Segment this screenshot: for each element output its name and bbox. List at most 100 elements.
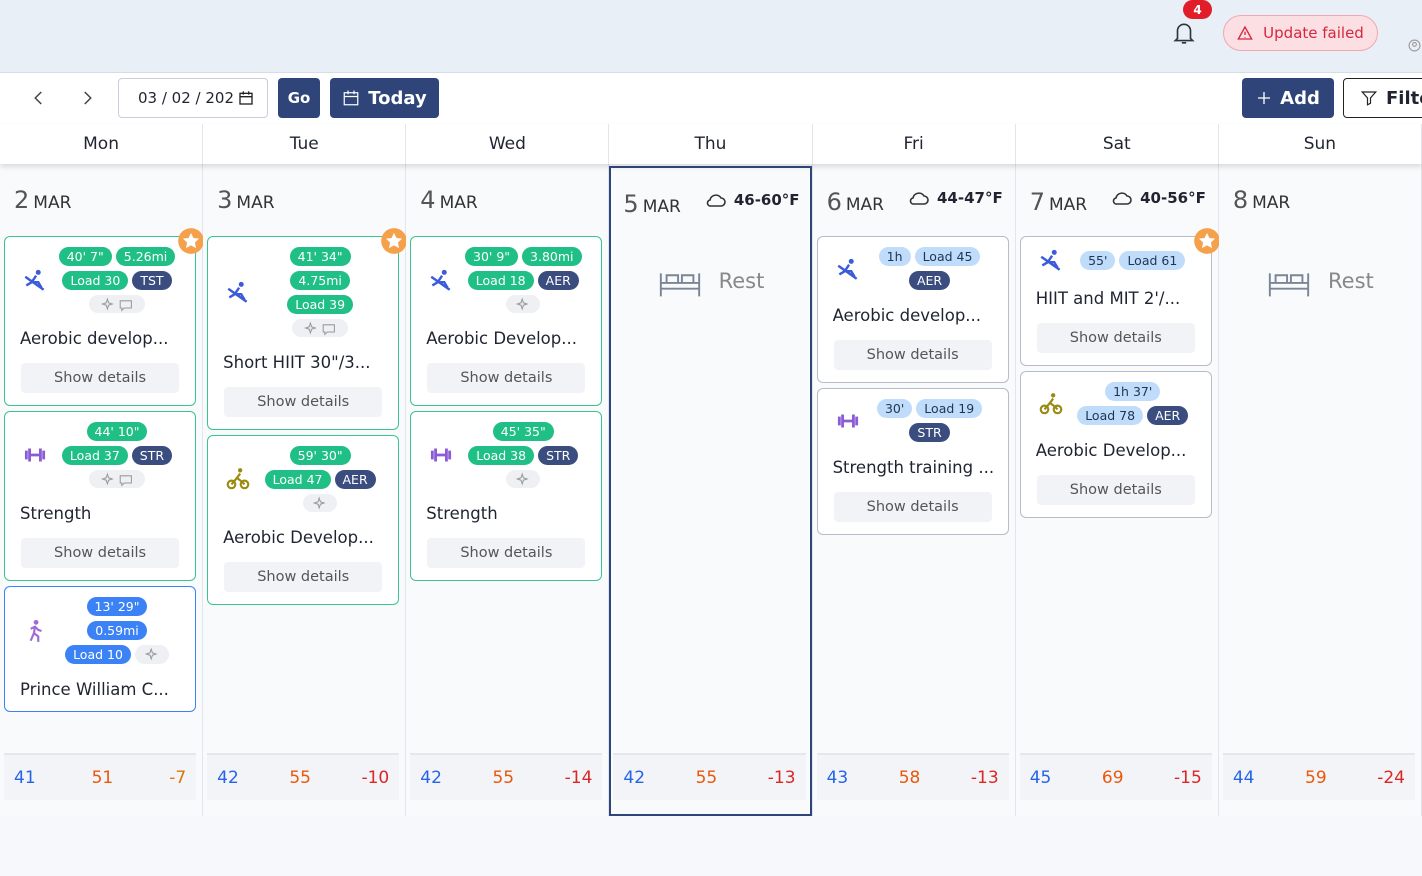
today-text: Today: [368, 87, 427, 109]
day-column: 5 MAR 46-60°F Rest 42 55 -13: [609, 124, 813, 816]
filter-button[interactable]: Filter: [1343, 78, 1422, 118]
next-week[interactable]: [78, 89, 96, 107]
show-details-button[interactable]: Show details: [833, 340, 992, 370]
chips: 40' 7" 5.26mi Load 30 TST: [57, 247, 177, 313]
weather: 44-47°F: [907, 186, 1003, 210]
sport-icon-svg: [24, 269, 45, 291]
workout-card[interactable]: 44' 10" Load 37 STR Strength Show details: [4, 411, 197, 581]
month: MAR: [236, 193, 275, 213]
show-details-button[interactable]: Show details: [1036, 475, 1195, 505]
day-column: 7 MAR 40-56°F 55' Load 61 HIIT and MIT 2'/...…: [1015, 124, 1220, 816]
go-button[interactable]: Go: [278, 78, 320, 118]
day-number: 4: [420, 186, 436, 214]
metric-chip: Load 45: [914, 247, 981, 266]
metric-chip: AER: [1147, 406, 1189, 425]
metric-chip: 59' 30": [289, 446, 351, 465]
workout-list: 1h Load 45 AER Aerobic develop... Show detai…: [816, 236, 1009, 540]
month: MAR: [1252, 193, 1291, 213]
month: MAR: [845, 195, 884, 215]
add-button[interactable]: Add: [1242, 78, 1334, 118]
sport-icon-svg: [227, 281, 248, 303]
show-details-button[interactable]: Show details: [427, 538, 586, 568]
show-details-button[interactable]: Show details: [224, 562, 383, 592]
temperature: 40-56°F: [1140, 189, 1206, 207]
user-icon[interactable]: [1408, 39, 1421, 52]
date-row: 7 MAR 40-56°F: [1030, 186, 1206, 216]
sport-icon-svg: [430, 269, 451, 291]
metric-chip: STR: [909, 423, 950, 442]
workout-card[interactable]: 1h Load 45 AER Aerobic develop... Show detai…: [816, 236, 1009, 383]
day-column: 8 MAR Rest 44 59 -24: [1218, 124, 1422, 816]
card-top: 40' 7" 5.26mi Load 30 TST: [15, 247, 185, 313]
cloud-icon-svg: [706, 194, 726, 207]
cloud-icon: [704, 188, 728, 212]
total-value: 45: [1029, 767, 1052, 788]
workout-card[interactable]: 59' 30" Load 47 AER Aerobic Develop... Show …: [207, 435, 400, 605]
metric-chip: 55': [1080, 250, 1116, 270]
show-details-button[interactable]: Show details: [224, 387, 383, 417]
date-value: 03 / 02 / 202: [138, 89, 234, 107]
metric-chip: Load 38: [468, 446, 535, 465]
show-details-button[interactable]: Show details: [1036, 323, 1195, 353]
workout-card[interactable]: 40' 7" 5.26mi Load 30 TST Aerobic develop...…: [4, 228, 204, 406]
metric-chip: AER: [908, 271, 951, 290]
bell-icon[interactable]: [1171, 20, 1197, 46]
workout-card[interactable]: 41' 34" 4.75mi Load 39 Short HIIT 30"/3... S…: [207, 228, 408, 430]
today-button[interactable]: Today: [330, 78, 439, 118]
workout-title: Strength: [426, 504, 498, 523]
annotation-icons: [100, 472, 132, 487]
sport-icon-svg: [226, 468, 250, 490]
warning-icon: [1237, 25, 1253, 40]
bed-icon: [657, 258, 703, 304]
metric-chip: 30' 9": [465, 247, 519, 266]
workout-card[interactable]: 30' 9" 3.80mi Load 18 AER Aerobic Develop...…: [410, 236, 603, 406]
workout-title: Strength training ...: [832, 458, 995, 477]
weekday-label: Mon: [0, 124, 204, 164]
day-number: 5: [623, 190, 639, 218]
total-value: -15: [1174, 767, 1202, 788]
show-details-button[interactable]: Show details: [21, 538, 180, 568]
date-input[interactable]: 03 / 02 / 202: [118, 78, 268, 118]
total-value: -14: [564, 767, 593, 788]
metric-chip: Load 19: [916, 399, 983, 418]
weekday-label: Tue: [203, 124, 407, 164]
workout-card[interactable]: 45' 35" Load 38 STR Strength Show details: [410, 411, 603, 581]
metric-chip: 0.59mi: [87, 621, 147, 640]
workout-card[interactable]: 13' 29" 0.59mi Load 10 Prince William C...: [4, 586, 197, 712]
metric-chip: Load 47: [264, 470, 331, 489]
workout-card[interactable]: 1h 37' Load 78 AER Aerobic Develop... Show d…: [1019, 371, 1212, 518]
show-details-button[interactable]: Show details: [833, 492, 992, 522]
sport-icon: [1031, 391, 1071, 417]
metric-chip: 4.75mi: [290, 271, 350, 290]
workout-list: 41' 34" 4.75mi Load 39 Short HIIT 30"/3... S…: [207, 228, 408, 610]
chips: 41' 34" 4.75mi Load 39: [260, 247, 380, 337]
total-value: 58: [898, 767, 921, 788]
annotation-icons: [144, 647, 158, 661]
show-details-button[interactable]: Show details: [21, 363, 180, 393]
workout-list: 55' Load 61 HIIT and MIT 2'/... Show detail…: [1019, 228, 1220, 523]
annotation-icons: [516, 472, 529, 486]
chips: 30' 9" 3.80mi Load 18 AER: [463, 247, 583, 313]
show-details-button[interactable]: Show details: [427, 363, 586, 393]
update-status[interactable]: Update failed: [1223, 15, 1378, 51]
sport-icon-svg: [1040, 249, 1061, 271]
card-top: 13' 29" 0.59mi Load 10: [15, 597, 185, 664]
metric-chip: Load 18: [467, 271, 534, 290]
total-value: -13: [767, 767, 796, 788]
total-value: 44: [1232, 767, 1255, 788]
sport-icon: [828, 256, 868, 282]
day-totals: 42 55 -13: [613, 753, 806, 800]
calendar-icon: [239, 91, 253, 105]
sport-icon-svg: [837, 414, 858, 427]
workout-card[interactable]: 55' Load 61 HIIT and MIT 2'/... Show detail…: [1019, 228, 1220, 366]
cloud-icon: [1110, 186, 1134, 210]
annotation-pill: [506, 470, 541, 488]
day-column: 4 MAR 30' 9" 3.80mi Load 18 AER Aerobic Develo…: [406, 124, 610, 816]
date-row: 3 MAR: [217, 186, 393, 214]
workout-card[interactable]: 30' Load 19 STR Strength training ... Show d…: [816, 388, 1009, 535]
favorite-star: [380, 227, 408, 255]
prev-week[interactable]: [30, 89, 48, 107]
cloud-icon-svg: [1112, 192, 1132, 205]
day-totals: 43 58 -13: [816, 753, 1009, 800]
